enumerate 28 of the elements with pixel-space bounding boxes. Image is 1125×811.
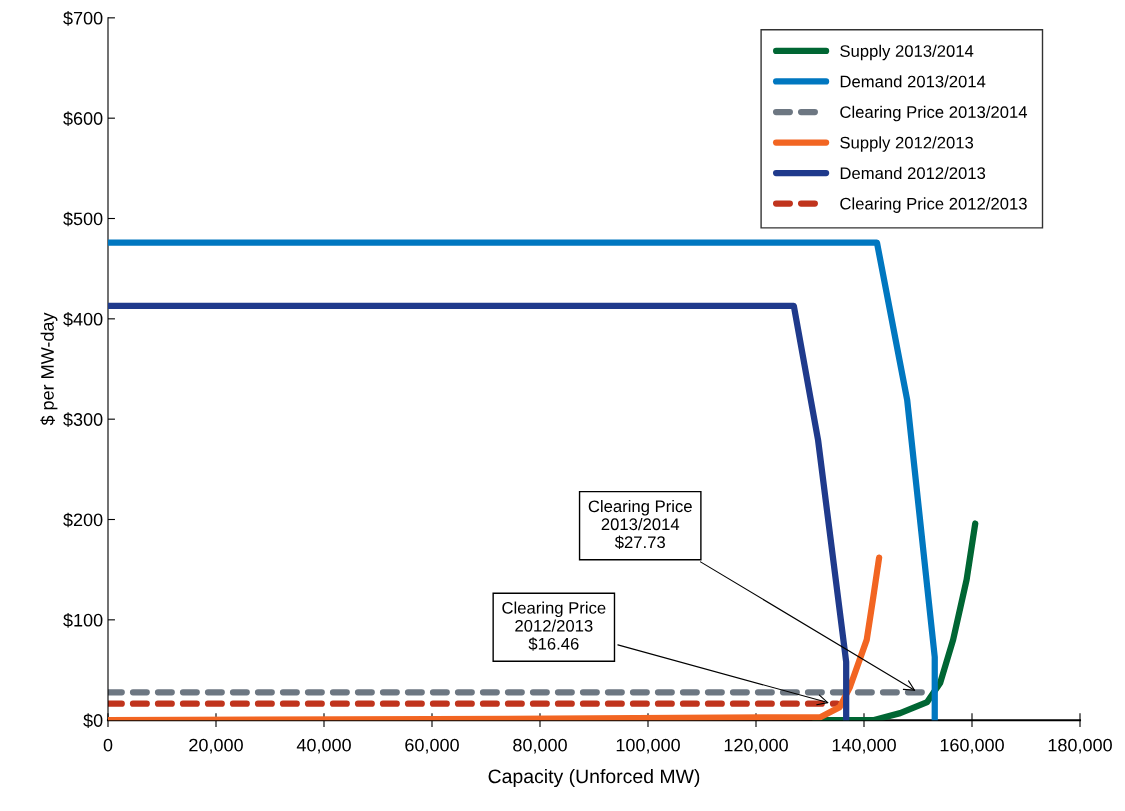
x-tick-label: 80,000 xyxy=(513,738,567,754)
legend-label: Demand 2013/2014 xyxy=(840,75,986,88)
x-tick-label: 140,000 xyxy=(832,738,896,754)
x-tick-label: 40,000 xyxy=(296,738,351,754)
y-tick-label: $100 xyxy=(63,613,103,628)
x-tick-label: 0 xyxy=(103,738,113,752)
x-axis-title: Capacity (Unforced MW) xyxy=(488,768,700,788)
y-tick-label: $300 xyxy=(63,412,103,427)
legend-label: Clearing Price 2013/2014 xyxy=(840,105,1028,122)
annotation: Clearing Price 2013/2014 $27.73 xyxy=(588,499,692,550)
x-tick-label: 180,000 xyxy=(1048,738,1112,754)
y-tick-label: $400 xyxy=(63,312,103,327)
y-tick-label: $700 xyxy=(63,11,103,26)
annotation: Clearing Price 2012/2013 $16.46 xyxy=(502,601,606,651)
x-tick-label: 100,000 xyxy=(616,738,680,754)
x-tick-label: 160,000 xyxy=(940,738,1004,754)
y-tick-label: $200 xyxy=(63,512,103,528)
y-tick-label: $600 xyxy=(63,111,103,126)
legend-label: Clearing Price 2012/2013 xyxy=(840,197,1027,213)
y-tick-label: $500 xyxy=(63,211,103,227)
y-axis-title: $ per MW-day xyxy=(40,312,58,426)
legend-label: Supply 2013/2014 xyxy=(840,44,974,61)
legend-label: Demand 2012/2013 xyxy=(840,166,986,180)
x-tick-label: 120,000 xyxy=(724,738,788,754)
x-tick-label: 60,000 xyxy=(405,738,459,754)
legend-label: Supply 2012/2013 xyxy=(840,136,974,152)
y-tick-label: $0 xyxy=(83,713,103,728)
x-tick-label: 20,000 xyxy=(189,738,243,754)
